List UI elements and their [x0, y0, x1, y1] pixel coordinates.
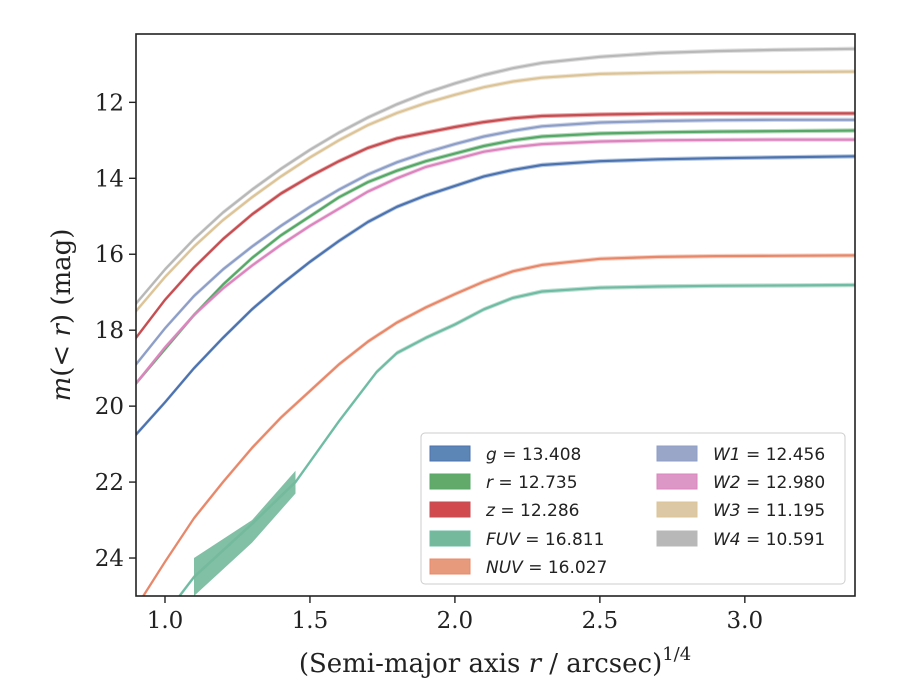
- legend-label-nuv: NUV = 16.027: [486, 558, 607, 578]
- legend-swatch-w4: [656, 530, 698, 547]
- y-tick-label: 20: [95, 394, 124, 420]
- plot-frame: [135, 33, 856, 597]
- legend-swatch-w3: [656, 501, 698, 518]
- legend-swatch-nuv: [429, 558, 471, 575]
- y-tick-label: 16: [95, 242, 124, 268]
- series-line-w3: [136, 70, 855, 313]
- x-tick-label: 1.0: [147, 608, 184, 634]
- y-tick-label: 18: [95, 318, 124, 344]
- legend-label-w4: W4 = 10.591: [713, 530, 825, 550]
- legend-label-w1: W1 = 12.456: [713, 445, 825, 465]
- legend-swatch-r: [429, 473, 471, 490]
- legend-label-w2: W2 = 12.980: [713, 473, 825, 493]
- legend-swatch-fuv: [429, 530, 471, 547]
- legend: g = 13.408 r = 12.735 z = 12.286 FUV = 16.8…: [420, 432, 846, 585]
- series-line-w1: [136, 118, 855, 366]
- series-line-g: [136, 155, 855, 436]
- series-line-r: [136, 129, 855, 385]
- series-layer: [136, 46, 855, 596]
- legend-swatch-z: [429, 501, 471, 518]
- legend-box: [420, 432, 846, 585]
- legend-label-r: r = 12.735: [486, 473, 578, 493]
- legend-label-z: z = 12.286: [485, 501, 579, 521]
- series-line-nuv: [141, 254, 855, 596]
- y-tick-label: 22: [95, 470, 124, 496]
- y-tick-label: 24: [95, 546, 124, 572]
- x-tick-label: 1.5: [292, 608, 329, 634]
- y-axis-title: m(< r) (mag): [47, 229, 77, 402]
- x-tick-label: 2.5: [582, 608, 619, 634]
- x-axis-title: (Semi-major axis r / arcsec)1/4: [299, 644, 691, 679]
- legend-swatch-g: [429, 445, 471, 462]
- series-line-w4: [136, 47, 855, 305]
- y-tick-label: 12: [95, 90, 124, 116]
- legend-label-fuv: FUV = 16.811: [486, 530, 604, 550]
- x-tick-label: 3.0: [727, 608, 764, 634]
- series-band-fuv-inner: [194, 470, 296, 596]
- series-line-z: [136, 112, 855, 339]
- x-tick-label: 2.0: [437, 608, 474, 634]
- legend-swatch-w1: [656, 445, 698, 462]
- legend-label-g: g = 13.408: [486, 445, 581, 465]
- y-axis-ticks: 12 14 16 18 20 22 24: [95, 90, 136, 572]
- x-axis-ticks: 1.0 1.5 2.0 2.5 3.0: [147, 596, 763, 634]
- y-tick-label: 14: [95, 166, 124, 192]
- legend-swatch-w2: [656, 473, 698, 490]
- series-band-w1: [136, 117, 855, 367]
- series-line-w2: [136, 138, 855, 385]
- legend-label-w3: W3 = 11.195: [713, 501, 825, 521]
